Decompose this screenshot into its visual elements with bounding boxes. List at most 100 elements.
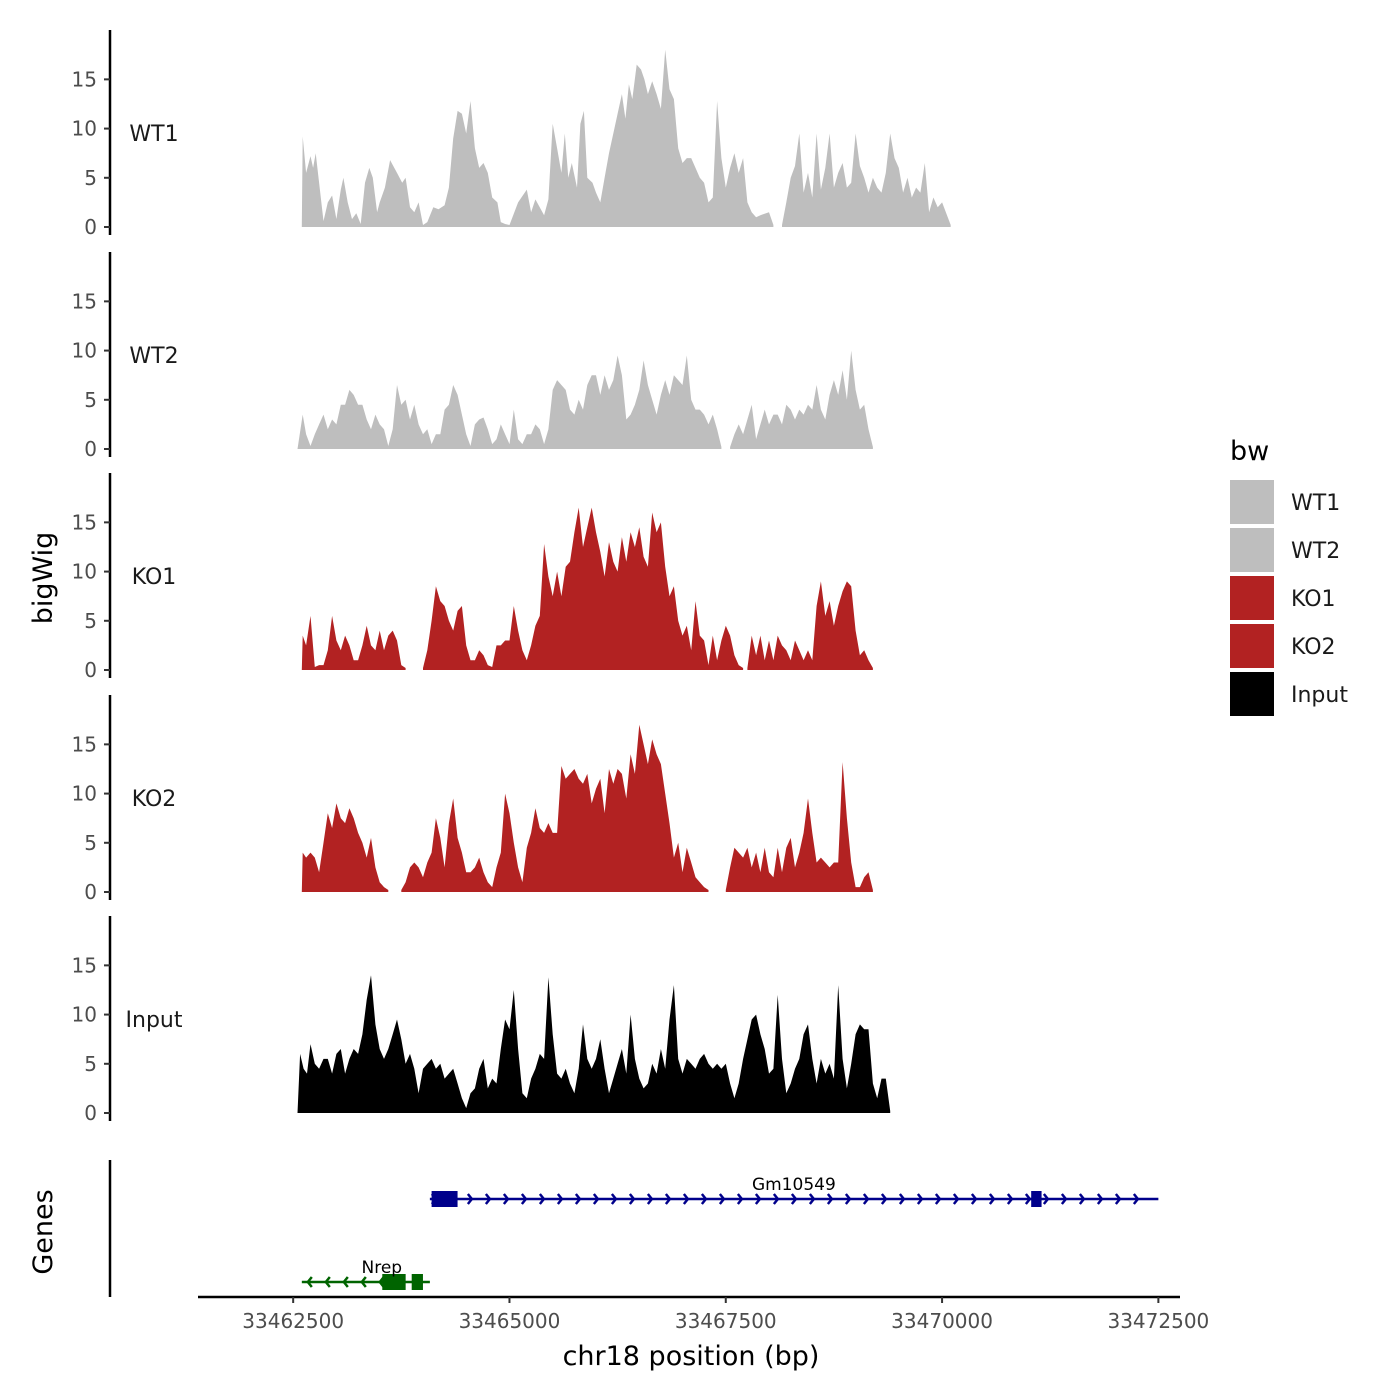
strand-arrow	[1006, 1193, 1014, 1205]
legend-label: WT2	[1291, 539, 1340, 564]
strand-arrow	[898, 1193, 906, 1205]
strand-arrow	[610, 1193, 618, 1205]
tracks-layer: 0 5 10 15 WT1 0 5 10 15 WT2 0 5 10 15 KO1 0 5 10 15 KO2 0 5 10…	[72, 30, 951, 1125]
gene-label: Nrep	[362, 1258, 403, 1278]
exon	[411, 1274, 423, 1290]
y-tick-label: 10	[72, 117, 97, 141]
legend-item-wt2: WT2	[1230, 528, 1340, 572]
legend-swatch	[1230, 576, 1274, 620]
strand-arrow	[718, 1193, 726, 1205]
legend-swatch	[1230, 672, 1274, 716]
strand-arrow	[772, 1193, 780, 1205]
strand-arrow	[646, 1193, 654, 1205]
strand-arrow	[934, 1193, 942, 1205]
x-tick-label: 33472500	[1107, 1309, 1209, 1333]
y-tick-label: 0	[84, 658, 97, 682]
strand-arrow	[1024, 1193, 1032, 1205]
y-tick-label: 10	[72, 560, 97, 584]
strand-arrow	[916, 1193, 924, 1205]
y-tick-label: 15	[72, 732, 97, 756]
strand-arrow	[342, 1276, 349, 1288]
exon	[382, 1274, 406, 1290]
legend-label: WT1	[1291, 491, 1340, 516]
legend-swatch	[1230, 624, 1274, 668]
track-wt1: 0 5 10 15 WT1	[72, 30, 951, 239]
y-tick-label: 0	[84, 215, 97, 239]
legend-item-ko2: KO2	[1230, 624, 1336, 668]
legend-swatch	[1230, 480, 1274, 524]
strand-arrow	[790, 1193, 798, 1205]
legend-item-wt1: WT1	[1230, 480, 1340, 524]
strand-arrow	[988, 1193, 996, 1205]
strand-arrow	[736, 1193, 744, 1205]
y-axis-title: bigWig	[28, 532, 59, 625]
y-tick-label: 15	[72, 953, 97, 977]
coverage-area	[782, 133, 951, 227]
strand-arrow	[682, 1193, 690, 1205]
track-input: 0 5 10 15 Input	[72, 916, 891, 1125]
genes-axis-title: Genes	[28, 1189, 59, 1274]
strand-arrow	[1042, 1193, 1050, 1205]
strand-arrow	[1096, 1193, 1104, 1205]
legend-item-input: Input	[1230, 672, 1348, 716]
strand-arrow	[466, 1193, 474, 1205]
x-tick-label: 33467500	[675, 1309, 777, 1333]
strand-arrow	[306, 1276, 313, 1288]
track-ko2: 0 5 10 15 KO2	[72, 695, 873, 904]
strand-arrow	[1114, 1193, 1122, 1205]
strand-arrow	[844, 1193, 852, 1205]
strand-arrow	[592, 1193, 600, 1205]
exon	[1031, 1191, 1042, 1207]
track-label: WT2	[129, 344, 178, 369]
x-tick-label: 33470000	[891, 1309, 993, 1333]
track-label: Input	[126, 1008, 183, 1033]
y-tick-label: 5	[84, 609, 97, 633]
strand-arrow	[628, 1193, 636, 1205]
y-tick-label: 10	[72, 782, 97, 806]
y-tick-label: 0	[84, 437, 97, 461]
strand-arrow	[574, 1193, 582, 1205]
y-tick-label: 0	[84, 1101, 97, 1125]
y-tick-label: 0	[84, 880, 97, 904]
y-tick-label: 15	[72, 67, 97, 91]
track-label: WT1	[129, 122, 178, 147]
y-tick-label: 15	[72, 289, 97, 313]
legend-swatch	[1230, 528, 1274, 572]
legend: WT1 WT2 KO1 KO2 Input	[1230, 480, 1348, 716]
y-tick-label: 5	[84, 831, 97, 855]
strand-arrow	[664, 1193, 672, 1205]
strand-arrow	[556, 1193, 564, 1205]
track-ko1: 0 5 10 15 KO1	[72, 473, 873, 682]
coverage-area	[301, 803, 389, 892]
coverage-area	[301, 615, 406, 670]
y-tick-label: 5	[84, 166, 97, 190]
strand-arrow	[360, 1276, 367, 1288]
strand-arrow	[826, 1193, 834, 1205]
track-wt2: 0 5 10 15 WT2	[72, 252, 873, 461]
coverage-area	[730, 350, 873, 449]
y-tick-label: 5	[84, 1052, 97, 1076]
strand-arrow	[324, 1276, 331, 1288]
strand-arrow	[862, 1193, 870, 1205]
coverage-area	[297, 355, 722, 449]
strand-arrow	[970, 1193, 978, 1205]
coverage-area	[297, 975, 891, 1113]
strand-arrow	[520, 1193, 528, 1205]
strand-arrow	[538, 1193, 546, 1205]
coverage-area	[301, 49, 774, 227]
legend-title: bw	[1230, 436, 1269, 467]
gene-label: Gm10549	[752, 1175, 836, 1195]
coverage-area	[725, 762, 873, 892]
strand-arrow	[700, 1193, 708, 1205]
strand-arrow	[754, 1193, 762, 1205]
x-axis: 33462500 33465000 33467500 33470000 33472500	[198, 1295, 1209, 1333]
strand-arrow	[1060, 1193, 1068, 1205]
strand-arrow	[952, 1193, 960, 1205]
gene-gm10549: Gm10549	[429, 1175, 1159, 1207]
track-label: KO1	[132, 565, 177, 590]
legend-label: KO2	[1291, 635, 1336, 660]
y-tick-label: 15	[72, 510, 97, 534]
x-tick-label: 33462500	[242, 1309, 344, 1333]
coverage-area	[423, 507, 744, 670]
